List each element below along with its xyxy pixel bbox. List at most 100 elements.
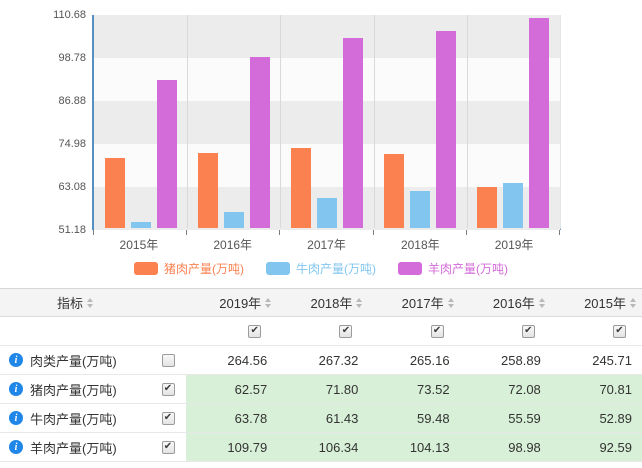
header-year-2015年[interactable]: 2015年 <box>551 293 642 312</box>
sort-down-arrow <box>538 303 545 308</box>
value-cell: 62.57 <box>186 375 278 403</box>
legend-swatch <box>398 262 422 275</box>
bar[interactable] <box>130 221 151 228</box>
column-checkbox-2016年[interactable]: ✔ <box>521 324 535 338</box>
row-checkbox[interactable]: ✔ <box>161 411 175 425</box>
y-tick-label: 86.88 <box>58 95 86 107</box>
chart-legend: 猪肉产量(万吨) 牛肉产量(万吨) 羊肉产量(万吨) <box>0 260 642 277</box>
row-checkbox[interactable] <box>161 353 175 367</box>
sort-icon <box>87 297 93 308</box>
filter-cb-cell: ✔ <box>551 317 642 345</box>
indicator-label: 牛肉产量(万吨) <box>30 411 117 427</box>
indicator-cell: i 牛肉产量(万吨) <box>0 404 150 432</box>
row-checkbox[interactable]: ✔ <box>161 382 175 396</box>
bar[interactable] <box>249 56 270 228</box>
sort-up-arrow <box>629 297 636 302</box>
bar[interactable] <box>197 153 218 228</box>
filter-cb-cell: ✔ <box>186 317 277 345</box>
legend-item[interactable]: 羊肉产量(万吨) <box>398 260 508 277</box>
value-cell: 73.52 <box>368 375 460 403</box>
column-checkbox-2017年[interactable]: ✔ <box>430 324 444 338</box>
x-axis-tick <box>279 230 281 235</box>
row-cb-cell: ✔ <box>150 404 186 432</box>
sort-icon <box>538 297 545 308</box>
filter-cb-cell: ✔ <box>277 317 368 345</box>
bar[interactable] <box>410 191 431 228</box>
bar[interactable] <box>156 79 177 228</box>
value-cell: 70.81 <box>550 375 642 403</box>
x-axis-tick <box>93 230 94 235</box>
bar-group-2016年 <box>187 15 280 228</box>
vertical-gridline <box>187 15 189 228</box>
column-checkbox-2018年[interactable]: ✔ <box>339 324 353 338</box>
bar[interactable] <box>316 198 337 228</box>
indicator-table: 指标 2019年 2018年 2017年 2016年 2015年 ✔ ✔ ✔ ✔ ✔ i 肉类产量(万吨… <box>0 288 642 462</box>
bar-groups <box>94 15 560 228</box>
bar[interactable] <box>529 18 550 228</box>
value-cell: 98.98 <box>459 433 551 461</box>
info-icon[interactable]: i <box>9 440 23 454</box>
value-cell: 55.59 <box>459 404 551 432</box>
column-checkbox-2019年[interactable]: ✔ <box>248 324 262 338</box>
filter-cb-cell: ✔ <box>368 317 459 345</box>
vertical-gridline <box>280 15 282 228</box>
x-tick-label: 2018年 <box>400 238 440 252</box>
info-icon[interactable]: i <box>9 411 23 425</box>
header-year-2019年[interactable]: 2019年 <box>186 293 277 312</box>
bar[interactable] <box>503 182 524 228</box>
legend-item[interactable]: 牛肉产量(万吨) <box>266 260 376 277</box>
header-year-2018年[interactable]: 2018年 <box>277 293 368 312</box>
row-checkbox[interactable]: ✔ <box>161 440 175 454</box>
header-indicator[interactable]: 指标 <box>0 293 150 312</box>
sort-up-arrow <box>356 297 363 302</box>
value-cell: 258.89 <box>501 352 541 368</box>
x-tick-label: 2019年 <box>494 238 534 252</box>
header-year-2016年[interactable]: 2016年 <box>460 293 551 312</box>
value-cell: 104.13 <box>368 433 460 461</box>
x-tick-label: 2017年 <box>307 238 346 252</box>
indicator-cell: i 肉类产量(万吨) <box>0 346 150 374</box>
bar-group-2018年 <box>374 15 467 228</box>
legend-swatch <box>134 262 158 275</box>
bar[interactable] <box>384 154 405 228</box>
sort-down-arrow <box>447 303 454 308</box>
legend-item[interactable]: 猪肉产量(万吨) <box>134 260 244 277</box>
sort-icon <box>265 297 272 308</box>
sort-down-arrow <box>87 303 93 308</box>
sort-down-arrow <box>356 303 363 308</box>
bar-group-2015年 <box>94 15 187 228</box>
value-cell: 267.32 <box>318 352 359 368</box>
value-cell: 72.08 <box>459 375 551 403</box>
sort-up-arrow <box>87 297 93 302</box>
info-icon[interactable]: i <box>9 353 23 367</box>
table-row: i 猪肉产量(万吨) ✔ 62.57 71.80 73.52 72.08 70.81 <box>0 375 642 404</box>
filter-cb-cell: ✔ <box>460 317 551 345</box>
vertical-gridline <box>466 15 468 228</box>
value-cell: 52.89 <box>550 404 642 432</box>
y-tick-label: 63.08 <box>58 181 86 193</box>
x-axis-tick <box>372 230 374 235</box>
bar[interactable] <box>342 38 363 228</box>
sort-icon <box>447 297 454 308</box>
header-year-label: 2015年 <box>584 296 626 311</box>
column-checkbox-2015年[interactable]: ✔ <box>612 324 626 338</box>
indicator-cell: i 羊肉产量(万吨) <box>0 433 150 461</box>
column-filter-row: ✔ ✔ ✔ ✔ ✔ <box>0 317 642 346</box>
table-header-row: 指标 2019年 2018年 2017年 2016年 2015年 <box>0 289 642 317</box>
bar[interactable] <box>104 157 125 228</box>
x-axis-tick <box>465 230 467 235</box>
value-cell: 264.56 <box>227 352 268 368</box>
bar[interactable] <box>290 148 311 228</box>
row-cb-cell <box>150 346 186 374</box>
bar[interactable] <box>477 187 498 228</box>
info-icon[interactable]: i <box>9 382 23 396</box>
sort-icon <box>629 297 636 308</box>
x-axis-tick <box>559 230 560 235</box>
bar[interactable] <box>223 212 244 228</box>
value-cell: 106.34 <box>277 433 369 461</box>
row-cb-cell: ✔ <box>150 433 186 461</box>
bar[interactable] <box>436 30 457 228</box>
x-tick-label: 2015年 <box>119 238 159 252</box>
header-year-2017年[interactable]: 2017年 <box>368 293 459 312</box>
